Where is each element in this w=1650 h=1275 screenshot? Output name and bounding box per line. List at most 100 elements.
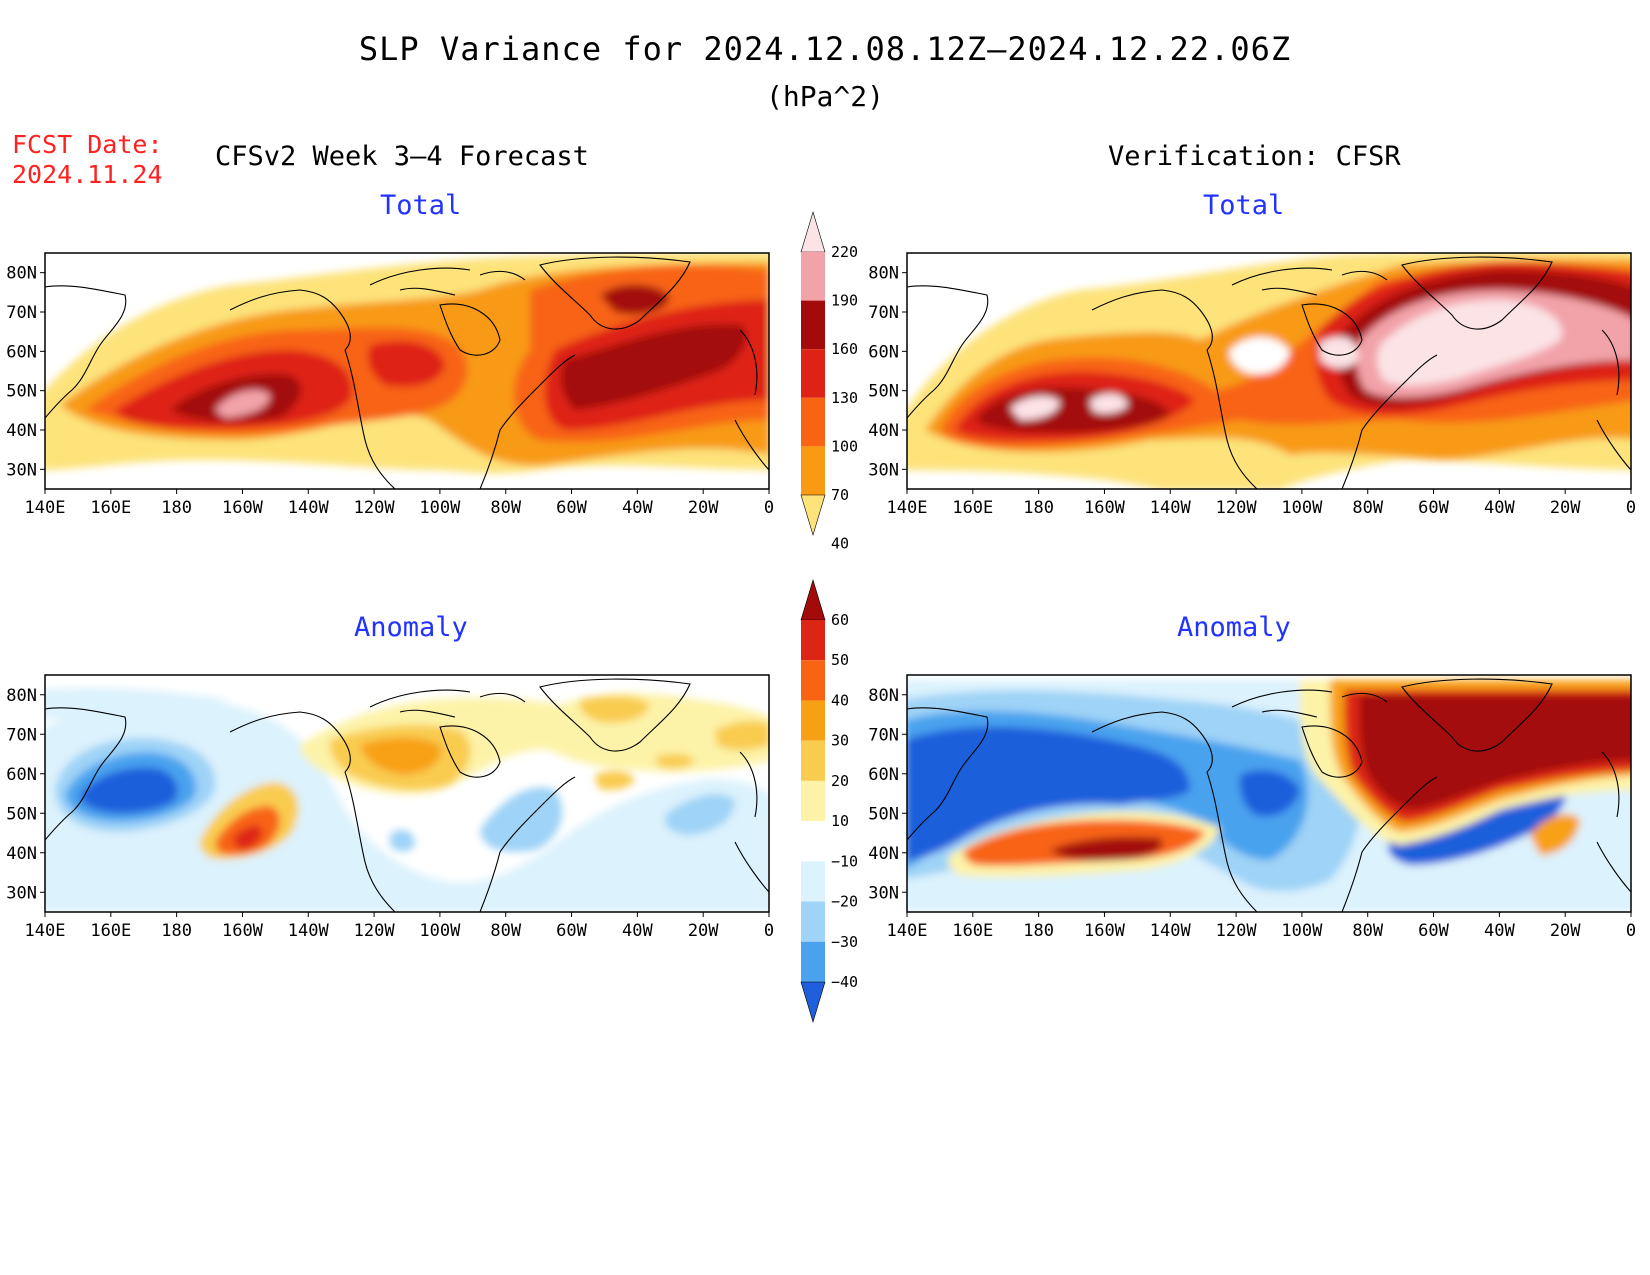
colorbar-segment [801,861,825,902]
lat-tick-label: 70N [6,303,37,323]
colorbar-label: −10 [831,852,858,870]
lat-tick-label: 50N [6,804,37,824]
lon-tick-label: 60W [556,921,587,941]
total-colorbar: 220 190 160 130 100 70 40 [800,210,858,553]
lat-tick-label: 30N [868,883,899,903]
verif-anomaly-subtitle: Anomaly [1177,612,1291,643]
lon-tick-label: 80W [490,921,521,941]
lon-tick-label: 0 [764,921,774,941]
north-america-east [1341,776,1438,912]
shade-20b [579,695,650,723]
europe-coast [734,329,769,471]
shade-50-ne-pac [232,825,263,850]
north-america-east [479,776,576,912]
lon-tick-label: 180 [1023,921,1054,941]
fcst-total-subtitle: Total [380,190,462,221]
lon-tick-label: 140E [25,498,66,518]
shade-190 [215,390,270,418]
shade-neg40 [80,767,178,814]
shade-20d [595,770,635,790]
lat-tick-label: 30N [6,460,37,480]
colorbar-label: 220 [831,243,858,261]
fcst-date-label: FCST Date: [12,130,163,159]
shaded-field [45,253,769,474]
north-america-west [344,349,396,489]
lon-tick-label: 140W [288,921,330,941]
colorbar-segment [801,446,825,495]
arctic-islands [1231,267,1388,296]
lon-tick-label: 0 [1626,921,1636,941]
fcst-total-frame [44,252,770,490]
colorbar-segment [801,252,825,301]
lat-tick-label: 60N [6,342,37,362]
colorbar-top-arrow [800,578,826,621]
lat-tick-label: 70N [6,725,37,745]
shade-220b [1010,396,1060,420]
lon-tick-label: 160E [952,498,993,518]
north-america-west [1206,771,1258,912]
lon-tick-label: 20W [1550,498,1581,518]
figure-title: SLP Variance for 2024.12.08.12Z–2024.12.… [358,30,1292,68]
shaded-field [45,688,769,912]
lon-tick-label: 80W [1352,498,1383,518]
shaded-field [907,680,1631,912]
shade-neg20b [480,787,563,852]
shade-60-warm-band [1050,836,1163,861]
lon-tick-label: 140W [1150,921,1192,941]
lat-tick-label: 50N [868,382,899,402]
lon-tick-label: 140W [1150,498,1192,518]
verif-anomaly-frame [906,674,1632,913]
fcst-anomaly-map [45,675,769,912]
lon-tick-label: 160W [1084,498,1126,518]
north-america-east [479,354,576,489]
lon-tick-label: 0 [1626,498,1636,518]
shade-220c [1090,393,1128,414]
alaska-coast [229,711,351,773]
lon-tick-label: 0 [764,498,774,518]
colorbar-label: 10 [831,812,849,830]
lon-tick-label: 180 [161,921,192,941]
verification-header: Verification: CFSR [1108,141,1401,172]
north-america-west [1206,349,1258,489]
lon-tick-label: 180 [161,498,192,518]
lat-tick-label: 40N [868,421,899,441]
hudson-bay [439,725,501,778]
lat-tick-label: 80N [868,686,899,706]
colorbar-segment [801,397,825,447]
lat-tick-label: 80N [6,686,37,706]
colorbar-label: −30 [831,933,858,951]
europe-coast [1596,329,1631,471]
lon-tick-label: 160W [1084,921,1126,941]
colorbar-segment [801,740,825,781]
lon-tick-label: 140E [887,498,928,518]
asia-coast [45,285,127,419]
coastlines [45,256,769,489]
shade-neg40b [1239,770,1300,817]
hudson-bay [1301,725,1363,778]
colorbar-bottom-arrow [800,494,826,537]
shade-30 [360,737,441,775]
colorbar-label: 70 [831,486,849,504]
lon-tick-label: 120W [354,498,396,518]
verif-anomaly-map [907,675,1631,912]
verif-total-map [907,253,1631,489]
lat-tick-label: 40N [6,844,37,864]
colorbar-segment [801,700,825,741]
lon-tick-label: 100W [419,921,461,941]
colorbar-label: 60 [831,611,849,629]
europe-coast [734,751,769,893]
colorbar-label: 20 [831,772,849,790]
forecast-header: CFSv2 Week 3–4 Forecast [215,141,589,172]
greenland [1401,256,1553,330]
lat-tick-label: 80N [868,264,899,284]
lon-tick-label: 100W [419,498,461,518]
alaska-coast [1091,711,1213,773]
fcst-date-value: 2024.11.24 [12,160,163,189]
arctic-islands [1231,689,1388,718]
lat-tick-label: 70N [868,303,899,323]
alaska-coast [229,289,351,351]
lon-tick-label: 160W [222,498,264,518]
lon-tick-label: 60W [556,498,587,518]
lon-tick-label: 60W [1418,921,1449,941]
